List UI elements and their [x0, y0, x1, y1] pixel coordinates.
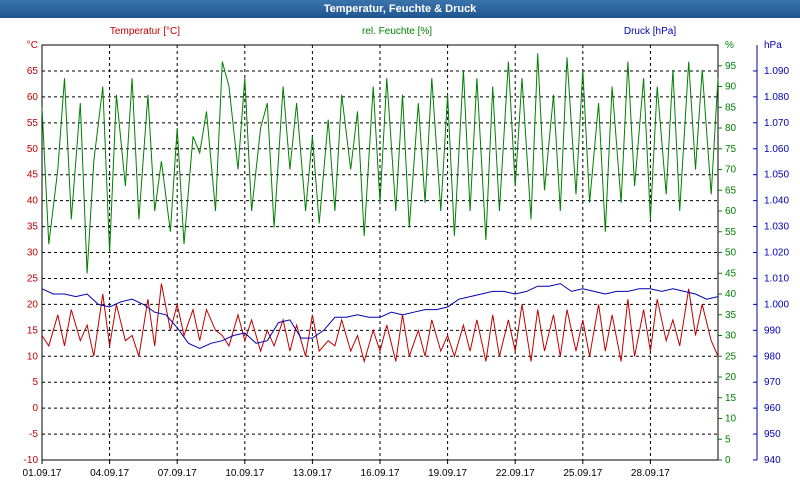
humidity-tick-label: 50 — [725, 248, 737, 259]
x-tick-label: 19.09.17 — [428, 468, 467, 479]
pressure-tick-label: 1.050 — [764, 170, 789, 181]
humidity-axis-label: rel. Feuchte [%] — [362, 26, 432, 37]
x-tick-label: 04.09.17 — [90, 468, 129, 479]
humidity-tick-label: 80 — [725, 123, 737, 134]
temp-tick-label: 0 — [32, 403, 38, 414]
temp-axis-label: Temperatur [°C] — [110, 26, 180, 37]
pressure-tick-label: 1.010 — [764, 273, 789, 284]
x-tick-label: 01.09.17 — [23, 468, 62, 479]
humidity-tick-label: 75 — [725, 144, 737, 155]
pressure-tick-label: 1.000 — [764, 299, 789, 310]
weather-chart: -10 -5 0 5 10 15 20 25 30 35 40 45 50 55 60 65 0 5 10 15 20 2… — [23, 26, 790, 479]
humidity-tick-label: 20 — [725, 372, 737, 383]
humidity-tick-label: 25 — [725, 351, 737, 362]
temp-tick-label: 15 — [27, 325, 39, 336]
temp-tick-label: -5 — [29, 429, 38, 440]
humidity-tick-label: 85 — [725, 102, 737, 113]
pressure-axis-label: Druck [hPa] — [624, 26, 676, 37]
temp-unit: °C — [27, 40, 38, 51]
temp-tick-label: 10 — [27, 351, 39, 362]
humidity-tick-label: 10 — [725, 414, 737, 425]
series-line-hum — [41, 53, 719, 274]
pressure-tick-label: 980 — [764, 351, 781, 362]
x-tick-label: 07.09.17 — [158, 468, 197, 479]
pressure-tick-label: 1.020 — [764, 248, 789, 259]
humidity-tick-label: 40 — [725, 289, 737, 300]
humidity-tick-label: 30 — [725, 331, 737, 342]
x-tick-label: 13.09.17 — [293, 468, 332, 479]
series-line-temp — [41, 283, 719, 364]
series-line-press — [41, 283, 719, 350]
temp-tick-label: 45 — [27, 170, 39, 181]
temp-tick-label: 55 — [27, 118, 39, 129]
temp-tick-label: 50 — [27, 144, 39, 155]
humidity-tick-label: 60 — [725, 206, 737, 217]
temp-tick-label: -10 — [24, 455, 39, 466]
pressure-tick-label: 1.040 — [764, 196, 789, 207]
window-title: Temperatur, Feuchte & Druck — [0, 0, 800, 18]
humidity-tick-label: 70 — [725, 165, 737, 176]
x-tick-label: 25.09.17 — [563, 468, 602, 479]
humidity-tick-label: 15 — [725, 393, 737, 404]
temp-tick-label: 25 — [27, 273, 39, 284]
temp-tick-label: 5 — [32, 377, 38, 388]
x-tick-label: 10.09.17 — [225, 468, 264, 479]
pressure-tick-label: 1.070 — [764, 118, 789, 129]
pressure-tick-label: 990 — [764, 325, 781, 336]
humidity-tick-label: 45 — [725, 268, 737, 279]
pressure-tick-label: 960 — [764, 403, 781, 414]
pressure-tick-label: 1.080 — [764, 92, 789, 103]
temp-tick-label: 30 — [27, 248, 39, 259]
plot-lines — [41, 53, 719, 364]
pressure-tick-label: 1.090 — [764, 66, 789, 77]
pressure-tick-label: 1.060 — [764, 144, 789, 155]
humidity-tick-label: 65 — [725, 185, 737, 196]
humidity-tick-label: 35 — [725, 310, 737, 321]
pressure-unit: hPa — [764, 40, 782, 51]
humidity-tick-label: 55 — [725, 227, 737, 238]
humidity-tick-label: 5 — [725, 434, 731, 445]
x-tick-label: 28.09.17 — [631, 468, 670, 479]
axes: -10 -5 0 5 10 15 20 25 30 35 40 45 50 55 60 65 0 5 10 15 20 2… — [23, 45, 789, 479]
temp-tick-label: 60 — [27, 92, 39, 103]
x-tick-label: 16.09.17 — [361, 468, 400, 479]
humidity-tick-label: 90 — [725, 82, 737, 93]
temp-tick-label: 40 — [27, 196, 39, 207]
humidity-unit: % — [725, 40, 734, 51]
temp-tick-label: 65 — [27, 66, 39, 77]
pressure-tick-label: 950 — [764, 429, 781, 440]
pressure-tick-label: 1.030 — [764, 222, 789, 233]
humidity-tick-label: 0 — [725, 455, 731, 466]
pressure-tick-label: 970 — [764, 377, 781, 388]
temp-tick-label: 35 — [27, 222, 39, 233]
x-tick-label: 22.09.17 — [496, 468, 535, 479]
humidity-tick-label: 95 — [725, 61, 737, 72]
temp-tick-label: 20 — [27, 299, 39, 310]
pressure-tick-label: 940 — [764, 455, 781, 466]
